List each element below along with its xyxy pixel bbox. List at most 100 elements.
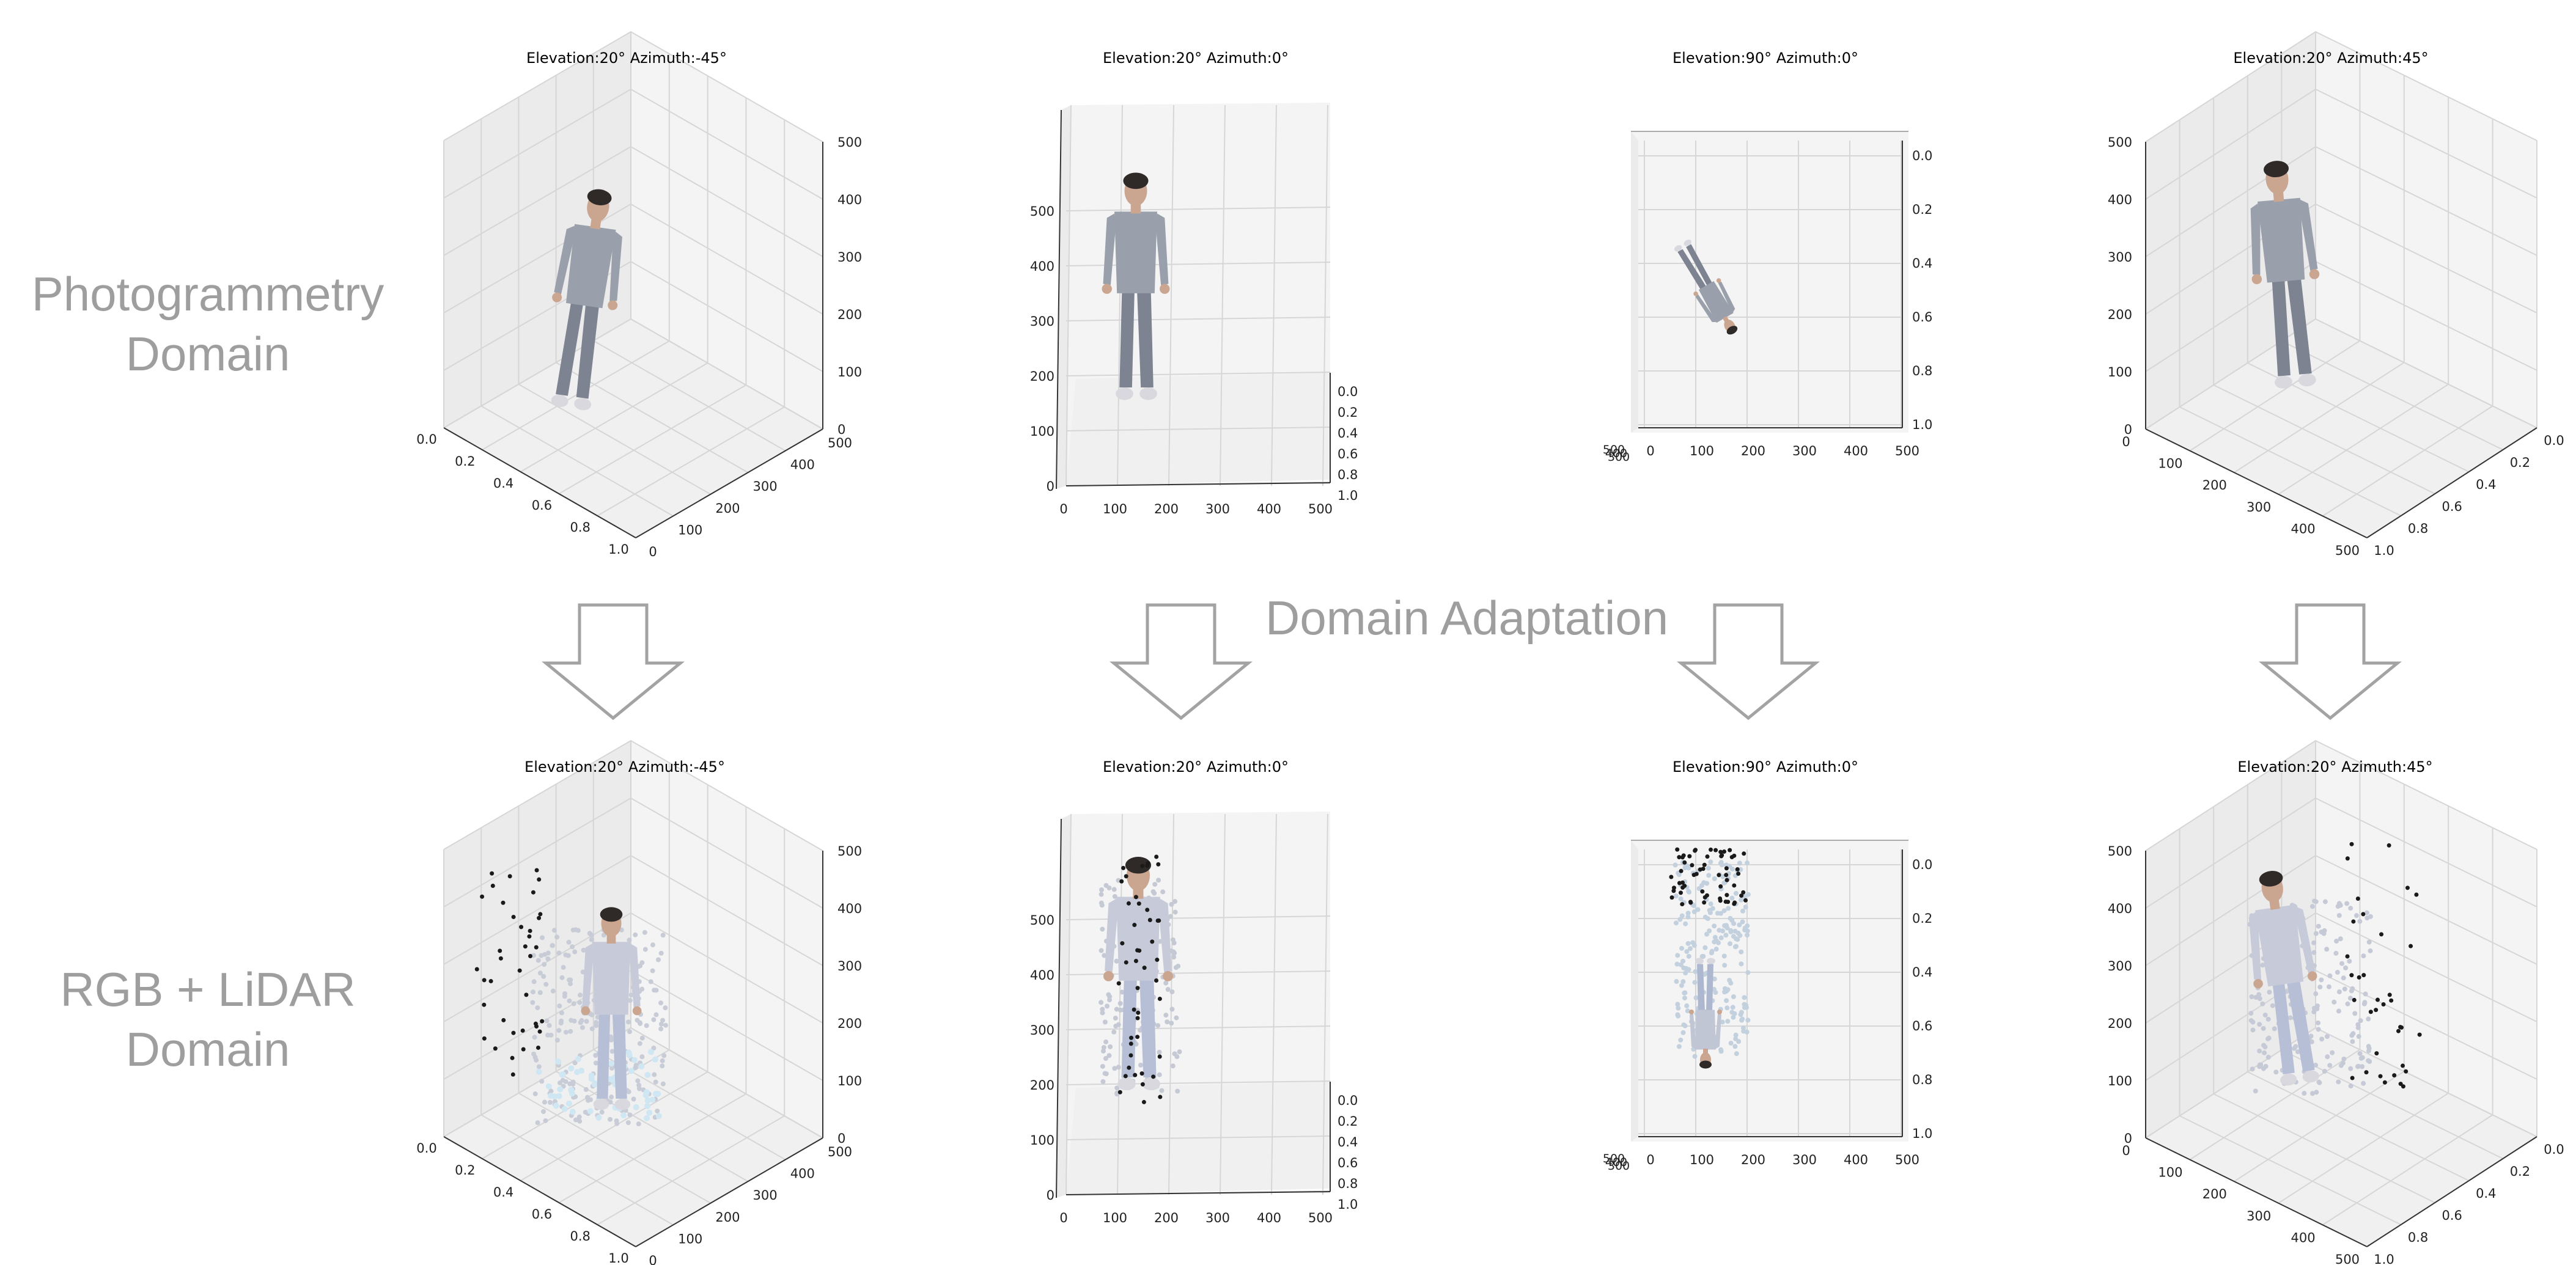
- tick-label: 0.2: [455, 1163, 475, 1178]
- lidar-point: [2351, 919, 2356, 924]
- lidar-point: [655, 957, 661, 963]
- lidar-point: [528, 928, 532, 933]
- grid-line: [630, 1027, 823, 1138]
- lidar-point: [498, 948, 502, 953]
- lidar-point: [1157, 1054, 1162, 1059]
- lidar-point: [1725, 1019, 1731, 1024]
- lidar-point: [2265, 1016, 2271, 1022]
- lidar-point: [568, 1065, 575, 1072]
- tick-label: 200: [2202, 1187, 2227, 1201]
- tick-label: 0.2: [1338, 405, 1358, 420]
- lidar-point: [1157, 1049, 1162, 1055]
- lidar-point: [1682, 865, 1688, 871]
- lidar-point: [565, 1100, 572, 1107]
- lidar-point: [578, 1068, 584, 1074]
- tick-label: 0.0: [416, 1141, 436, 1156]
- tick-label: 300: [1205, 1211, 1230, 1225]
- tick-label: 0.6: [1912, 1019, 1932, 1033]
- lidar-point: [563, 1030, 569, 1035]
- lidar-point: [1720, 853, 1724, 858]
- lidar-point: [1132, 923, 1137, 928]
- hand: [1693, 291, 1698, 296]
- person-figure: [1102, 172, 1170, 400]
- lidar-point: [2317, 985, 2323, 990]
- tick-label: 100: [2158, 1165, 2182, 1180]
- grid-line: [1117, 105, 1123, 486]
- lidar-point: [1684, 949, 1690, 955]
- lidar-point: [1678, 1037, 1684, 1043]
- hair: [2264, 161, 2289, 178]
- lidar-point: [1718, 884, 1723, 889]
- lidar-point: [577, 1000, 583, 1005]
- lidar-point: [1702, 945, 1708, 950]
- tick-label: 0.0: [2544, 433, 2564, 448]
- grid-line: [1220, 813, 1226, 1195]
- tick-label: 200: [1030, 1078, 1054, 1093]
- lidar-point: [1136, 1010, 1141, 1015]
- arm: [1105, 898, 1118, 972]
- lidar-point: [1140, 864, 1145, 868]
- lidar-point: [562, 994, 567, 999]
- lidar-point: [1106, 1053, 1112, 1058]
- lidar-point: [1675, 1002, 1680, 1007]
- grid-line: [1065, 207, 1331, 211]
- tick-label: 1.0: [1912, 417, 1932, 432]
- lidar-point: [548, 1088, 554, 1094]
- lidar-point: [660, 1063, 665, 1069]
- lidar-point: [532, 1035, 537, 1040]
- grid-line: [1271, 813, 1277, 1195]
- lidar-point: [1733, 1032, 1739, 1038]
- lidar-point: [490, 883, 495, 888]
- lidar-point: [1674, 979, 1679, 985]
- lidar-point: [2309, 1091, 2315, 1096]
- plot-title: Elevation:90° Azimuth:0°: [1673, 50, 1858, 67]
- lidar-point: [556, 950, 562, 956]
- lidar-point: [638, 1021, 643, 1026]
- lidar-point: [2257, 996, 2262, 1002]
- tick-label: 0.8: [570, 1229, 590, 1244]
- tick-label: 0.4: [493, 476, 513, 491]
- lidar-point: [1157, 996, 1162, 1001]
- lidar-point: [638, 1063, 645, 1069]
- grid-line: [1271, 105, 1277, 486]
- tick-label: 0.4: [1338, 1135, 1358, 1150]
- grid-line: [482, 340, 670, 450]
- lidar-point: [2409, 944, 2413, 948]
- lidar-point: [1137, 948, 1142, 953]
- lidar-point: [2267, 989, 2272, 995]
- lidar-point: [519, 925, 524, 930]
- lidar-point: [1722, 963, 1728, 968]
- lidar-point: [2324, 1034, 2330, 1040]
- tick-label: 0.8: [1912, 364, 1932, 378]
- lidar-point: [2250, 1027, 2256, 1033]
- lidar-point: [2309, 1039, 2314, 1044]
- lidar-point: [1691, 903, 1697, 908]
- lidar-point: [650, 942, 655, 948]
- axis-line: [1056, 109, 1062, 490]
- lidar-point: [1682, 860, 1687, 865]
- lidar-point: [1691, 943, 1697, 948]
- leg: [1677, 249, 1707, 290]
- tick-label: 300: [837, 959, 862, 974]
- lidar-point: [546, 1022, 552, 1028]
- lidar-point: [1739, 897, 1744, 903]
- lidar-point: [1682, 1023, 1688, 1028]
- lidar-point: [1669, 875, 1674, 879]
- shoe: [614, 1098, 631, 1110]
- lidar-point: [1676, 1044, 1682, 1049]
- lidar-point: [2338, 936, 2343, 942]
- lidar-point: [2253, 1088, 2258, 1094]
- lidar-point: [1138, 1062, 1144, 1068]
- lidar-point: [2345, 954, 2350, 959]
- back-left-pane: [2146, 741, 2316, 1138]
- lidar-point: [1745, 933, 1750, 938]
- lidar-point: [1694, 871, 1699, 876]
- lidar-point: [1157, 1072, 1162, 1077]
- lidar-point: [1677, 881, 1682, 886]
- lidar-point: [568, 1087, 575, 1093]
- axes-3d: 00.01000.22000.43000.64000.85001.0500400…: [1603, 131, 1932, 464]
- tick-label: 1.0: [1338, 1197, 1358, 1212]
- hand: [2309, 269, 2320, 279]
- lidar-point: [637, 1041, 642, 1046]
- lidar-point: [1103, 1071, 1109, 1077]
